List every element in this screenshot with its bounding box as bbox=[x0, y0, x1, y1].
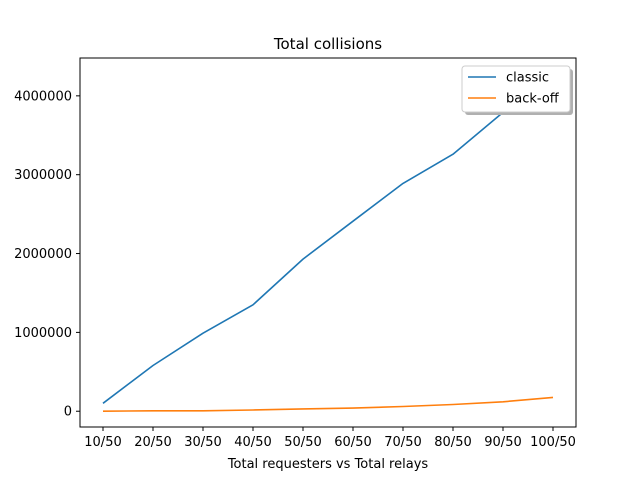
y-tick-label: 3000000 bbox=[14, 168, 72, 183]
chart-title: Total collisions bbox=[273, 35, 382, 53]
x-tick-label: 20/50 bbox=[134, 435, 171, 450]
x-tick-label: 100/50 bbox=[530, 435, 576, 450]
x-tick-label: 10/50 bbox=[84, 435, 121, 450]
series-line-back-off bbox=[102, 396, 554, 412]
legend-label-classic: classic bbox=[506, 71, 549, 86]
y-tick-label: 2000000 bbox=[14, 247, 72, 262]
y-tick-label: 1000000 bbox=[14, 326, 72, 341]
x-tick-label: 50/50 bbox=[284, 435, 321, 450]
x-axis: 10/50 20/50 30/50 40/50 50/50 60/50 70/50 80/50… bbox=[84, 427, 576, 450]
series-layer bbox=[102, 74, 554, 412]
legend: classic back-off bbox=[461, 65, 573, 115]
x-tick-label: 40/50 bbox=[234, 435, 271, 450]
legend-label-back-off: back-off bbox=[506, 92, 560, 107]
x-axis-label: Total requesters vs Total relays bbox=[227, 457, 429, 472]
y-axis: 0 1000000 2000000 3000000 4000000 bbox=[14, 89, 80, 420]
x-tick-label: 80/50 bbox=[434, 435, 471, 450]
series-line-classic bbox=[102, 74, 554, 404]
x-tick-label: 90/50 bbox=[484, 435, 521, 450]
y-tick-label: 4000000 bbox=[14, 89, 72, 104]
axes-frame bbox=[79, 57, 577, 428]
x-tick-label: 70/50 bbox=[384, 435, 421, 450]
x-tick-label: 30/50 bbox=[184, 435, 221, 450]
y-tick-label: 0 bbox=[64, 405, 72, 420]
x-tick-label: 60/50 bbox=[334, 435, 371, 450]
